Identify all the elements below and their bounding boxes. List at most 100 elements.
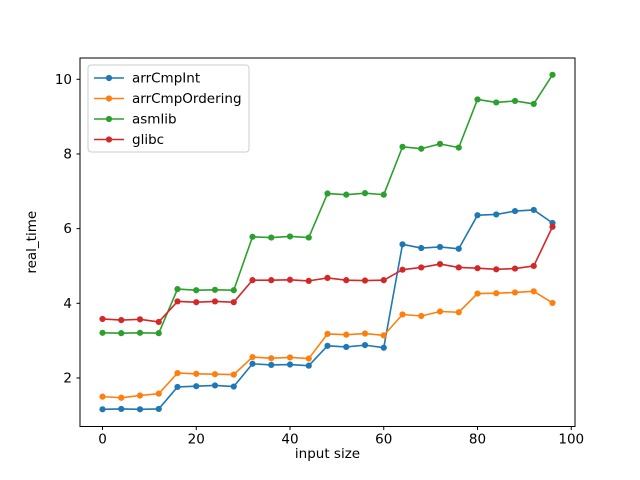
x-axis-label: input size [295,446,360,462]
data-point-asmlib [286,233,294,240]
data-point-arrCmpInt [436,243,444,251]
data-point-arrCmpInt [361,342,369,349]
data-point-arrCmpOrdering [455,309,462,316]
series-glibc [99,223,556,326]
data-point-glibc [305,277,312,284]
data-point-arrCmpOrdering [268,355,275,362]
legend-label-arrCmpOrdering: arrCmpOrdering [132,91,242,107]
data-point-asmlib [155,330,162,337]
data-point-arrCmpInt [118,405,125,413]
data-point-asmlib [530,100,537,108]
data-point-arrCmpInt [136,406,144,413]
data-point-asmlib [268,234,275,241]
data-point-arrCmpOrdering [418,312,425,320]
data-point-glibc [549,223,556,230]
data-point-glibc [361,277,369,284]
data-point-glibc [418,264,425,271]
data-point-glibc [324,274,331,282]
legend-marker [105,74,113,82]
data-point-asmlib [324,190,331,197]
data-point-asmlib [399,143,406,150]
data-point-asmlib [380,191,387,198]
data-point-glibc [99,315,106,323]
data-point-glibc [380,277,387,284]
data-point-asmlib [230,287,237,294]
series-arrCmpInt [99,206,556,413]
x-tick-label-0: 0 [98,432,107,448]
data-point-arrCmpOrdering [361,330,369,337]
axes-frame [79,57,576,427]
data-point-glibc [193,299,200,306]
legend-entry-arrCmpInt: arrCmpInt [94,71,200,87]
x-tick-label-3: 60 [375,432,392,448]
x-tick-label-5: 100 [558,432,584,448]
data-point-arrCmpOrdering [549,299,556,307]
data-point-arrCmpInt [193,383,200,390]
data-point-arrCmpOrdering [136,392,144,399]
data-point-arrCmpInt [230,383,237,390]
data-point-glibc [286,276,294,283]
y-tick-label-2: 6 [63,221,72,237]
data-point-glibc [474,265,481,272]
data-point-arrCmpOrdering [249,353,256,361]
y-tick-label-4: 10 [55,72,72,88]
data-point-asmlib [361,190,369,197]
data-point-arrCmpOrdering [286,354,294,361]
legend: arrCmpInt arrCmpOrdering asmlib glibc [87,64,250,153]
data-point-arrCmpInt [305,362,312,369]
data-point-asmlib [549,71,556,78]
data-point-glibc [455,264,462,271]
data-point-asmlib [193,287,200,294]
data-point-arrCmpOrdering [530,288,537,295]
data-point-arrCmpInt [493,211,500,218]
data-point-arrCmpOrdering [511,289,519,296]
data-point-arrCmpInt [286,361,294,368]
data-point-arrCmpInt [99,406,106,413]
data-point-arrCmpOrdering [436,308,444,315]
data-point-asmlib [249,233,256,240]
legend-label-glibc: glibc [132,132,164,148]
data-point-arrCmpOrdering [118,394,125,401]
data-point-arrCmpOrdering [211,371,219,378]
data-point-glibc [436,260,444,268]
data-point-glibc [249,277,256,284]
data-point-arrCmpInt [174,383,181,391]
data-point-asmlib [493,99,500,106]
data-point-arrCmpInt [399,241,406,248]
data-point-glibc [399,266,406,273]
data-point-arrCmpInt [324,342,331,349]
data-point-glibc [136,316,144,323]
legend-marker [105,136,113,143]
data-point-arrCmpInt [343,343,350,351]
data-point-arrCmpOrdering [230,371,237,378]
data-point-arrCmpOrdering [324,330,331,338]
data-point-asmlib [455,144,462,151]
x-tick-label-1: 20 [188,432,205,448]
data-point-asmlib [211,286,219,293]
x-tick-label-4: 80 [469,432,486,448]
data-point-arrCmpOrdering [474,290,481,297]
x-tick-label-2: 40 [281,432,298,448]
data-point-arrCmpOrdering [493,290,500,297]
data-point-arrCmpInt [249,360,256,367]
y-tick-label-3: 8 [63,146,72,162]
y-axis-label: real_time [24,211,40,274]
data-point-glibc [174,298,181,305]
data-point-asmlib [436,140,444,147]
data-point-arrCmpOrdering [399,311,406,318]
data-point-glibc [230,299,237,306]
data-point-glibc [211,298,219,305]
data-point-arrCmpInt [511,207,519,215]
data-point-arrCmpInt [380,344,387,351]
data-point-asmlib [474,96,481,103]
data-point-arrCmpInt [455,245,462,252]
legend-label-arrCmpInt: arrCmpInt [132,71,200,87]
series-arrCmpOrdering [99,288,556,401]
data-point-arrCmpOrdering [305,355,312,362]
data-point-asmlib [343,191,350,198]
legend-box [87,64,250,153]
data-point-asmlib [174,286,181,293]
data-point-arrCmpOrdering [155,390,162,397]
data-point-glibc [343,277,350,284]
